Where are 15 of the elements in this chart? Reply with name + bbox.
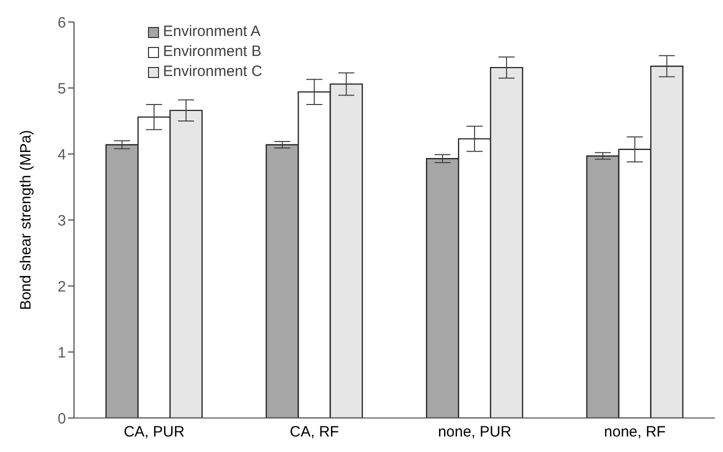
x-tick-label: CA, PUR xyxy=(124,424,185,441)
y-tick-label: 5 xyxy=(58,80,66,98)
y-tick-label: 1 xyxy=(58,344,66,362)
y-tick-label: 0 xyxy=(58,410,66,428)
legend-label: Environment A xyxy=(163,22,261,42)
y-tick-label: 3 xyxy=(58,212,66,230)
x-tick-label: CA, RF xyxy=(290,424,339,441)
legend-label: Environment C xyxy=(163,62,262,82)
legend-label: Environment B xyxy=(163,42,262,62)
y-axis-title: Bond shear strength (MPa) xyxy=(17,130,34,310)
x-tick-label: none, PUR xyxy=(438,424,512,441)
y-tick-label: 4 xyxy=(58,146,66,164)
y-tick-label: 6 xyxy=(58,14,66,32)
y-tick-label: 2 xyxy=(58,278,66,296)
x-tick-label: none, RF xyxy=(604,424,666,441)
